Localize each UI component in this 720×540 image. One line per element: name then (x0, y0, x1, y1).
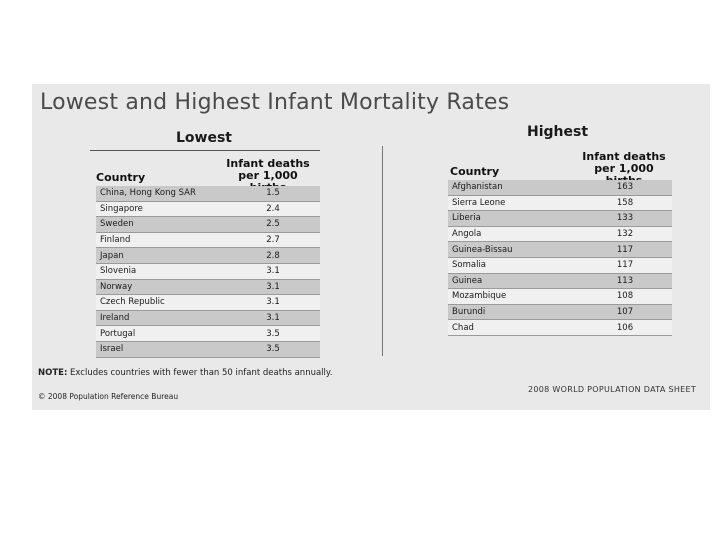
country-cell: Liberia (448, 210, 578, 227)
copyright: © 2008 Population Reference Bureau (38, 392, 179, 401)
table-row: Slovenia 3.1 (96, 263, 320, 280)
country-cell: Finland (96, 232, 226, 248)
lowest-col-country: Country (96, 171, 146, 184)
rate-cell: 2.7 (226, 232, 320, 248)
rate-cell: 3.1 (226, 279, 320, 295)
table-row: Angola 132 (448, 226, 672, 242)
rate-cell: 3.1 (226, 294, 320, 311)
rate-cell: 2.4 (226, 201, 320, 217)
table-row: Sierra Leone 158 (448, 195, 672, 211)
table-row: Czech Republic 3.1 (96, 294, 320, 311)
table-row: Liberia 133 (448, 210, 672, 227)
table-row: Japan 2.8 (96, 247, 320, 264)
rate-cell: 113 (578, 273, 672, 289)
country-cell: Sweden (96, 216, 226, 233)
rate-cell: 2.5 (226, 216, 320, 233)
lowest-heading-rule (90, 150, 320, 151)
table-row: Guinea-Bissau 117 (448, 241, 672, 258)
rate-cell: 3.1 (226, 263, 320, 280)
highest-col-value-line1: Infant deaths (582, 150, 666, 163)
table-row: Finland 2.7 (96, 232, 320, 248)
source-label: 2008 WORLD POPULATION DATA SHEET (528, 385, 697, 394)
rate-cell: 117 (578, 241, 672, 258)
rate-cell: 117 (578, 257, 672, 274)
note-text: Excludes countries with fewer than 50 in… (70, 368, 333, 378)
page-title: Lowest and Highest Infant Mortality Rate… (40, 90, 510, 115)
table-row: Somalia 117 (448, 257, 672, 274)
country-cell: Chad (448, 319, 578, 336)
rate-cell: 3.5 (226, 341, 320, 358)
country-cell: Japan (96, 247, 226, 264)
rate-cell: 132 (578, 226, 672, 242)
table-row: Sweden 2.5 (96, 216, 320, 233)
lowest-heading: Lowest (176, 130, 232, 146)
column-divider (382, 146, 383, 356)
highest-heading: Highest (527, 124, 589, 140)
table-row: Israel 3.5 (96, 341, 320, 358)
rate-cell: 3.1 (226, 310, 320, 326)
country-cell: Afghanistan (448, 180, 578, 196)
table-row: China, Hong Kong SAR 1.5 (96, 186, 320, 202)
rate-cell: 163 (578, 180, 672, 196)
table-row: Norway 3.1 (96, 279, 320, 295)
country-cell: Guinea (448, 273, 578, 289)
note: NOTE: Excludes countries with fewer than… (38, 368, 332, 378)
rate-cell: 3.5 (226, 325, 320, 342)
table-row: Singapore 2.4 (96, 201, 320, 217)
country-cell: Slovenia (96, 263, 226, 280)
country-cell: Burundi (448, 304, 578, 320)
rate-cell: 133 (578, 210, 672, 227)
country-cell: Sierra Leone (448, 195, 578, 211)
rate-cell: 107 (578, 304, 672, 320)
country-cell: Somalia (448, 257, 578, 274)
rate-cell: 106 (578, 319, 672, 336)
table-row: Guinea 113 (448, 273, 672, 289)
table-row: Ireland 3.1 (96, 310, 320, 326)
rate-cell: 1.5 (226, 186, 320, 202)
country-cell: Portugal (96, 325, 226, 342)
table-row: Mozambique 108 (448, 288, 672, 305)
rate-cell: 158 (578, 195, 672, 211)
table-row: Portugal 3.5 (96, 325, 320, 342)
lowest-table: China, Hong Kong SAR 1.5 Singapore 2.4 Swede… (96, 186, 320, 358)
table-row: Burundi 107 (448, 304, 672, 320)
highest-table: Afghanistan 163 Sierra Leone 158 Liberia 133 A… (448, 180, 672, 336)
highest-col-country: Country (450, 165, 500, 178)
country-cell: China, Hong Kong SAR (96, 186, 226, 202)
country-cell: Israel (96, 341, 226, 358)
rate-cell: 2.8 (226, 247, 320, 264)
country-cell: Singapore (96, 201, 226, 217)
lowest-col-value-line1: Infant deaths (226, 157, 310, 170)
table-row: Afghanistan 163 (448, 180, 672, 196)
country-cell: Mozambique (448, 288, 578, 305)
table-row: Chad 106 (448, 319, 672, 336)
country-cell: Norway (96, 279, 226, 295)
country-cell: Czech Republic (96, 294, 226, 311)
rate-cell: 108 (578, 288, 672, 305)
note-label: NOTE: (38, 368, 68, 378)
country-cell: Angola (448, 226, 578, 242)
country-cell: Guinea-Bissau (448, 241, 578, 258)
country-cell: Ireland (96, 310, 226, 326)
